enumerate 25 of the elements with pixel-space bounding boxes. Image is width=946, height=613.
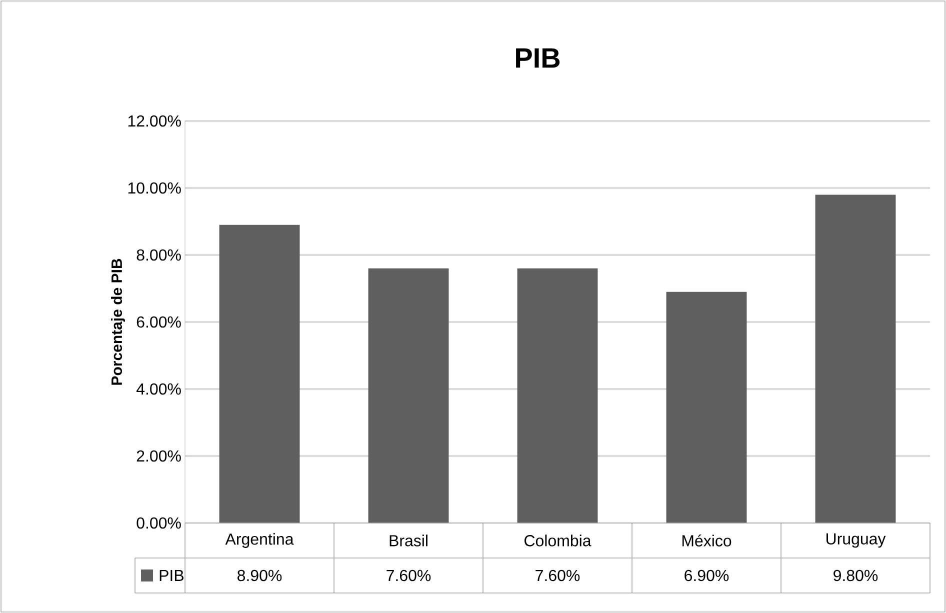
y-tick-label: 4.00% — [136, 383, 181, 395]
y-axis-title: Porcentaje de PIB — [111, 258, 125, 385]
bar — [666, 292, 747, 523]
y-tick-label: 2.00% — [136, 450, 181, 462]
data-label: 7.60% — [386, 570, 431, 582]
chart-title: PIB — [516, 48, 560, 68]
data-label: 9.80% — [834, 570, 878, 582]
data-label: 6.90% — [684, 570, 729, 582]
x-tick-label: Brasil — [390, 534, 428, 546]
y-tick-label: 10.00% — [128, 182, 181, 194]
bar — [219, 224, 300, 523]
data-label: 8.90% — [238, 570, 282, 582]
y-tick-label: 12.00% — [128, 115, 181, 127]
x-tick-label: Argentina — [225, 533, 294, 548]
bar — [815, 194, 896, 523]
y-tick-label: 0.00% — [136, 517, 181, 529]
legend-label: PIB — [160, 570, 184, 581]
y-tick-label: 8.00% — [136, 249, 181, 261]
x-tick-label: México — [682, 534, 732, 546]
x-tick-label: Colombia — [524, 534, 592, 546]
data-label: 7.60% — [536, 570, 580, 582]
x-tick-label: Uruguay — [826, 533, 886, 548]
bar — [517, 268, 598, 523]
y-tick-label: 6.00% — [136, 316, 181, 328]
bar — [368, 268, 449, 523]
